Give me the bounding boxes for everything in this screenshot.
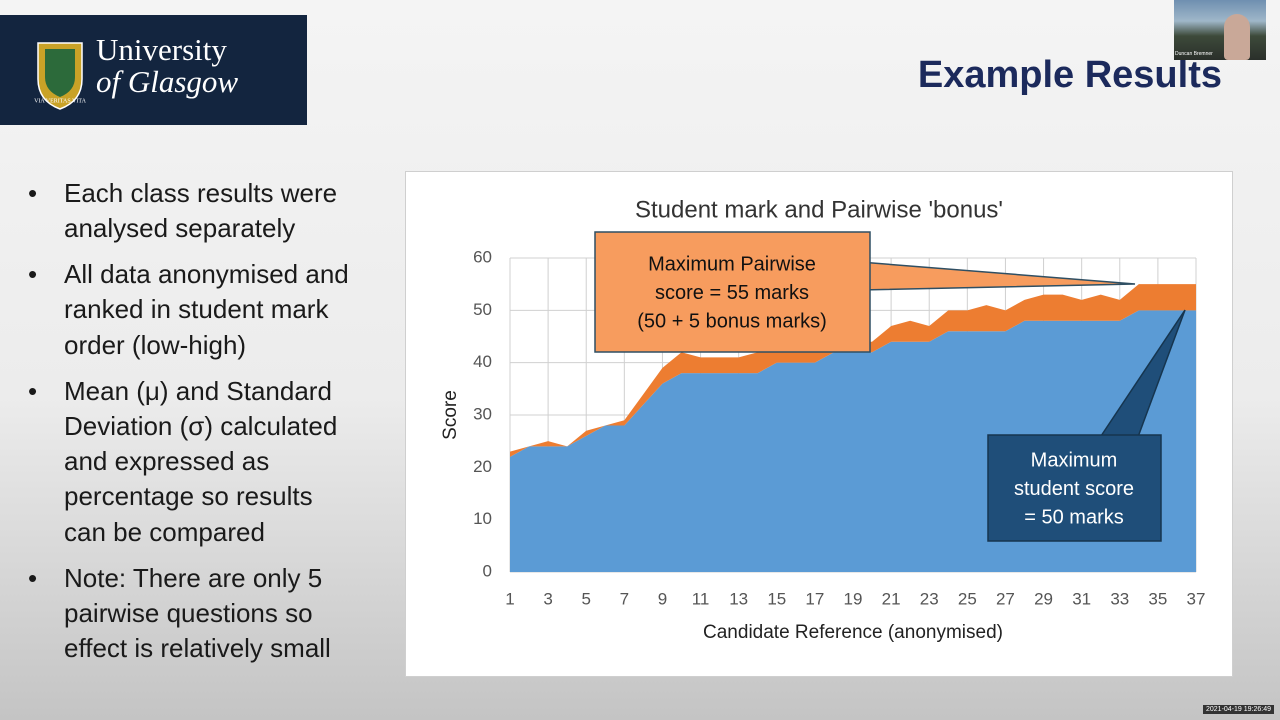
bullet-text: percentage so results: [64, 481, 313, 512]
bullet-text: analysed separately: [64, 213, 296, 244]
presenter-name: Duncan Bremner: [1175, 51, 1213, 57]
x-tick-label: 35: [1148, 589, 1167, 608]
bullet-text: All data anonymised and: [64, 259, 349, 290]
bullet-dot: •: [28, 178, 38, 208]
callout-text: Maximum: [1031, 449, 1118, 471]
x-tick-label: 31: [1072, 589, 1091, 608]
callout-box: [594, 231, 871, 353]
y-tick-label: 40: [473, 352, 492, 371]
x-tick-label: 13: [729, 589, 748, 608]
area: [510, 284, 1196, 457]
bullet-text: effect is relatively small: [64, 633, 331, 664]
x-tick-label: 19: [844, 589, 863, 608]
callout-text: score = 55 marks: [655, 282, 809, 304]
logo-text: University: [96, 32, 227, 67]
x-tick-label: 17: [805, 589, 824, 608]
bullet-text: ranked in student mark: [64, 294, 329, 325]
bullet: • Each class results were analysed separat…: [28, 176, 337, 247]
callout-pointer: [859, 261, 1136, 291]
bullet-text: Each class results were: [64, 178, 338, 208]
y-tick-label: 10: [473, 509, 492, 528]
x-tick-label: 29: [1034, 589, 1053, 608]
x-tick-label: 27: [996, 589, 1015, 608]
video-thumbnail: Duncan Bremner: [1174, 0, 1266, 60]
x-tick-label: 7: [620, 589, 629, 608]
bullet-text: Mean (μ) and Standard: [64, 375, 332, 406]
callout-text: student score: [1014, 478, 1134, 500]
x-tick-label: 23: [920, 589, 939, 608]
bullet-text: Deviation (σ) calculated: [64, 410, 338, 441]
bullet: • Mean (μ) and Standard Deviation (σ) calc…: [28, 374, 337, 550]
bullet: • Note: There are only 5 pairwise question…: [28, 561, 331, 667]
callout-text: (50 + 5 bonus marks): [637, 310, 827, 332]
bullet-dot: •: [28, 375, 38, 406]
x-tick-label: 21: [882, 589, 901, 608]
logo: VIA VERITAS VITA University of Glasgow: [0, 15, 307, 125]
motto: VIA VERITAS VITA: [34, 98, 86, 104]
x-tick-label: 9: [658, 589, 667, 608]
callout-text: = 50 marks: [1024, 506, 1123, 528]
bullet-dot: •: [28, 562, 38, 593]
x-tick-label: 33: [1110, 589, 1129, 608]
slide-title: Example Results: [917, 54, 1222, 96]
y-tick-label: 0: [483, 561, 492, 580]
callout-box: [987, 434, 1162, 542]
bullet-text: order (low-high): [64, 329, 247, 360]
x-tick-label: 3: [543, 589, 552, 608]
x-tick-label: 1: [505, 589, 514, 608]
x-tick-label: 37: [1187, 589, 1206, 608]
bullet-text: can be compared: [64, 516, 265, 547]
bullet-text: and expressed as: [64, 446, 270, 477]
bullet-text: Note: There are only 5: [64, 562, 323, 593]
x-tick-label: 15: [767, 589, 786, 608]
x-tick-label: 5: [581, 589, 590, 608]
crest-inner: [45, 49, 75, 97]
y-tick-label: 60: [473, 247, 492, 266]
x-axis-label: Candidate Reference (anonymised): [703, 622, 1003, 643]
logo-text: of Glasgow: [96, 64, 238, 99]
y-tick-label: 50: [473, 300, 492, 319]
chart-title: Student mark and Pairwise 'bonus': [635, 196, 1003, 223]
bullet-dot: •: [28, 259, 38, 290]
x-tick-label: 25: [958, 589, 977, 608]
x-tick-label: 11: [692, 589, 710, 608]
logo-art: VIA VERITAS VITA University of Glasgow: [34, 32, 238, 110]
y-tick-label: 20: [473, 457, 492, 476]
y-tick-label: 30: [473, 404, 492, 423]
bullet: • All data anonymised and ranked in studen…: [28, 257, 349, 363]
bullet-text: pairwise questions so: [64, 597, 313, 628]
timestamp: 2021-04-19 19:26:49: [1203, 705, 1274, 714]
y-axis-label: Score: [440, 390, 461, 440]
presenter: [1224, 14, 1250, 60]
callout-text: Maximum Pairwise: [648, 253, 816, 275]
